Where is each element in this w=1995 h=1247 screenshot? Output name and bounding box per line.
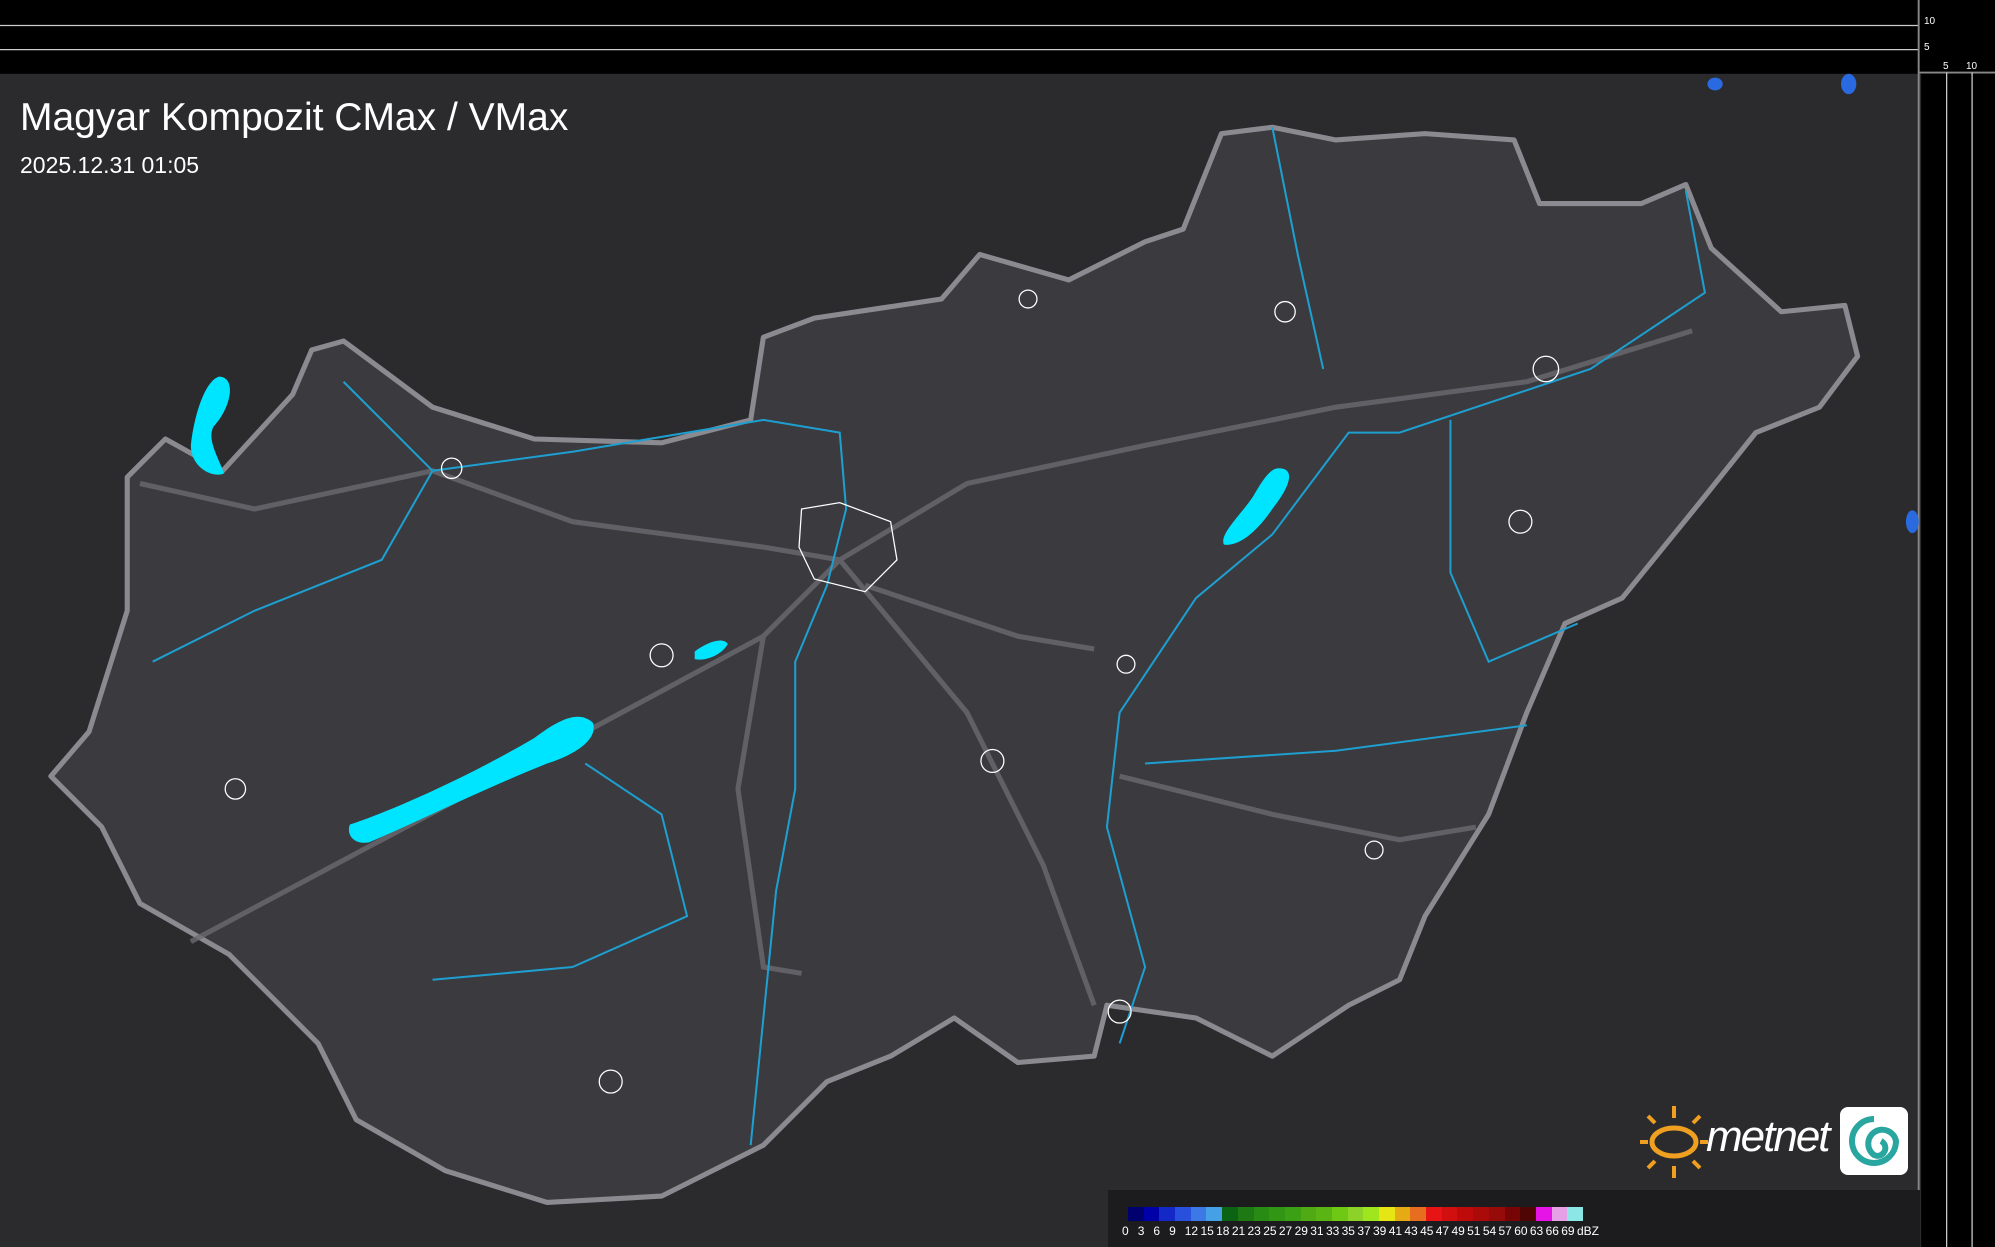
legend-swatch — [1253, 1207, 1270, 1221]
legend-swatch — [1457, 1207, 1474, 1221]
legend-swatch — [1159, 1207, 1176, 1221]
legend-swatch — [1410, 1207, 1427, 1221]
legend-swatch — [1206, 1207, 1223, 1221]
lake-balaton — [348, 716, 594, 843]
legend-swatch — [1520, 1207, 1536, 1221]
logo-text: metnet — [1706, 1112, 1831, 1161]
lake-tisza — [1223, 468, 1290, 545]
map-timestamp: 2025.12.31 01:05 — [20, 152, 200, 178]
legend-label: 43 — [1404, 1224, 1418, 1238]
roads — [139, 328, 1693, 1007]
legend-label: 51 — [1467, 1224, 1481, 1238]
legend-label: 0 — [1122, 1224, 1129, 1238]
legend-swatch — [1379, 1207, 1395, 1221]
legend-swatch — [1535, 1207, 1552, 1221]
legend-labels: 0 3 6 9 12 15 18 21 23 25 27 29 31 33 35 37 39 41 43 45 47 49… — [1122, 1224, 1603, 1238]
legend-label: 47 — [1435, 1224, 1450, 1238]
legend-label: 9 — [1169, 1224, 1176, 1238]
legend-label: 69 — [1561, 1224, 1575, 1238]
legend-swatch — [1237, 1207, 1254, 1221]
vertical-scale-10: 10 — [1924, 16, 1936, 27]
legend-label: 29 — [1294, 1224, 1308, 1238]
legend-label: 23 — [1247, 1224, 1261, 1238]
legend-swatch — [1504, 1207, 1521, 1221]
rivers — [152, 127, 1707, 1146]
legend-swatch — [1488, 1207, 1505, 1221]
legend-swatch — [1300, 1207, 1317, 1221]
legend-swatch — [1426, 1207, 1442, 1221]
lakes — [190, 376, 1290, 843]
legend-swatch — [1316, 1207, 1332, 1221]
lake-neusiedl — [190, 376, 230, 475]
legend-label: 15 — [1200, 1224, 1214, 1238]
city-outlines — [224, 289, 1560, 1094]
legend-color-bar — [1128, 1207, 1583, 1221]
legend-swatch — [1143, 1207, 1160, 1221]
legend-swatch — [1473, 1207, 1489, 1221]
legend-label: 27 — [1278, 1224, 1293, 1238]
legend-label: 3 — [1137, 1224, 1145, 1238]
legend-label: 66 — [1545, 1224, 1559, 1238]
lake-velence — [694, 640, 728, 660]
map-title: Magyar Kompozit CMax / VMax — [20, 96, 569, 139]
legend-label: 12 — [1184, 1224, 1199, 1238]
legend-swatch — [1347, 1207, 1364, 1221]
legend-unit: dBZ — [1576, 1224, 1599, 1238]
swirl-icon — [1840, 1107, 1908, 1175]
legend-swatch — [1175, 1207, 1191, 1221]
legend-label: 25 — [1263, 1224, 1277, 1238]
legend-swatch — [1284, 1207, 1301, 1221]
legend-label: 45 — [1420, 1224, 1434, 1238]
legend-label: 60 — [1514, 1224, 1528, 1238]
cross-section-side-panel — [1921, 0, 1995, 1247]
legend-label: 57 — [1498, 1224, 1512, 1238]
legend-label: 49 — [1451, 1224, 1465, 1238]
legend-label: 63 — [1529, 1224, 1544, 1238]
vertical-scale-5: 5 — [1924, 42, 1930, 53]
legend-label: 35 — [1341, 1224, 1355, 1238]
metnet-logo: metnet — [1636, 1104, 1911, 1180]
legend-swatch — [1128, 1207, 1144, 1221]
legend-swatch — [1567, 1207, 1583, 1221]
legend-label: 33 — [1325, 1224, 1340, 1238]
legend-label: 39 — [1373, 1224, 1387, 1238]
legend-swatch — [1363, 1207, 1379, 1221]
legend-swatch — [1190, 1207, 1207, 1221]
legend-label: 54 — [1482, 1224, 1497, 1238]
legend-swatch — [1551, 1207, 1568, 1221]
sun-icon — [1640, 1106, 1708, 1178]
horizontal-scale-5: 5 — [1943, 61, 1949, 72]
legend-swatch — [1331, 1207, 1348, 1221]
dbz-color-legend: 0 3 6 9 12 15 18 21 23 25 27 29 31 33 35 37 39 41 43 45 47 49… — [1108, 1190, 1920, 1247]
legend-swatch — [1394, 1207, 1411, 1221]
legend-label: 37 — [1357, 1224, 1371, 1238]
legend-label: 31 — [1310, 1224, 1324, 1238]
legend-label: 41 — [1388, 1224, 1403, 1238]
legend-swatch — [1441, 1207, 1458, 1221]
legend-label: 6 — [1153, 1224, 1161, 1238]
horizontal-scale-10: 10 — [1966, 61, 1978, 72]
radar-echoes — [1707, 73, 1919, 534]
legend-label: 18 — [1216, 1224, 1230, 1238]
legend-label: 21 — [1231, 1224, 1246, 1238]
legend-swatch — [1222, 1207, 1238, 1221]
legend-swatch — [1269, 1207, 1285, 1221]
cross-section-top-panel — [0, 0, 1995, 74]
